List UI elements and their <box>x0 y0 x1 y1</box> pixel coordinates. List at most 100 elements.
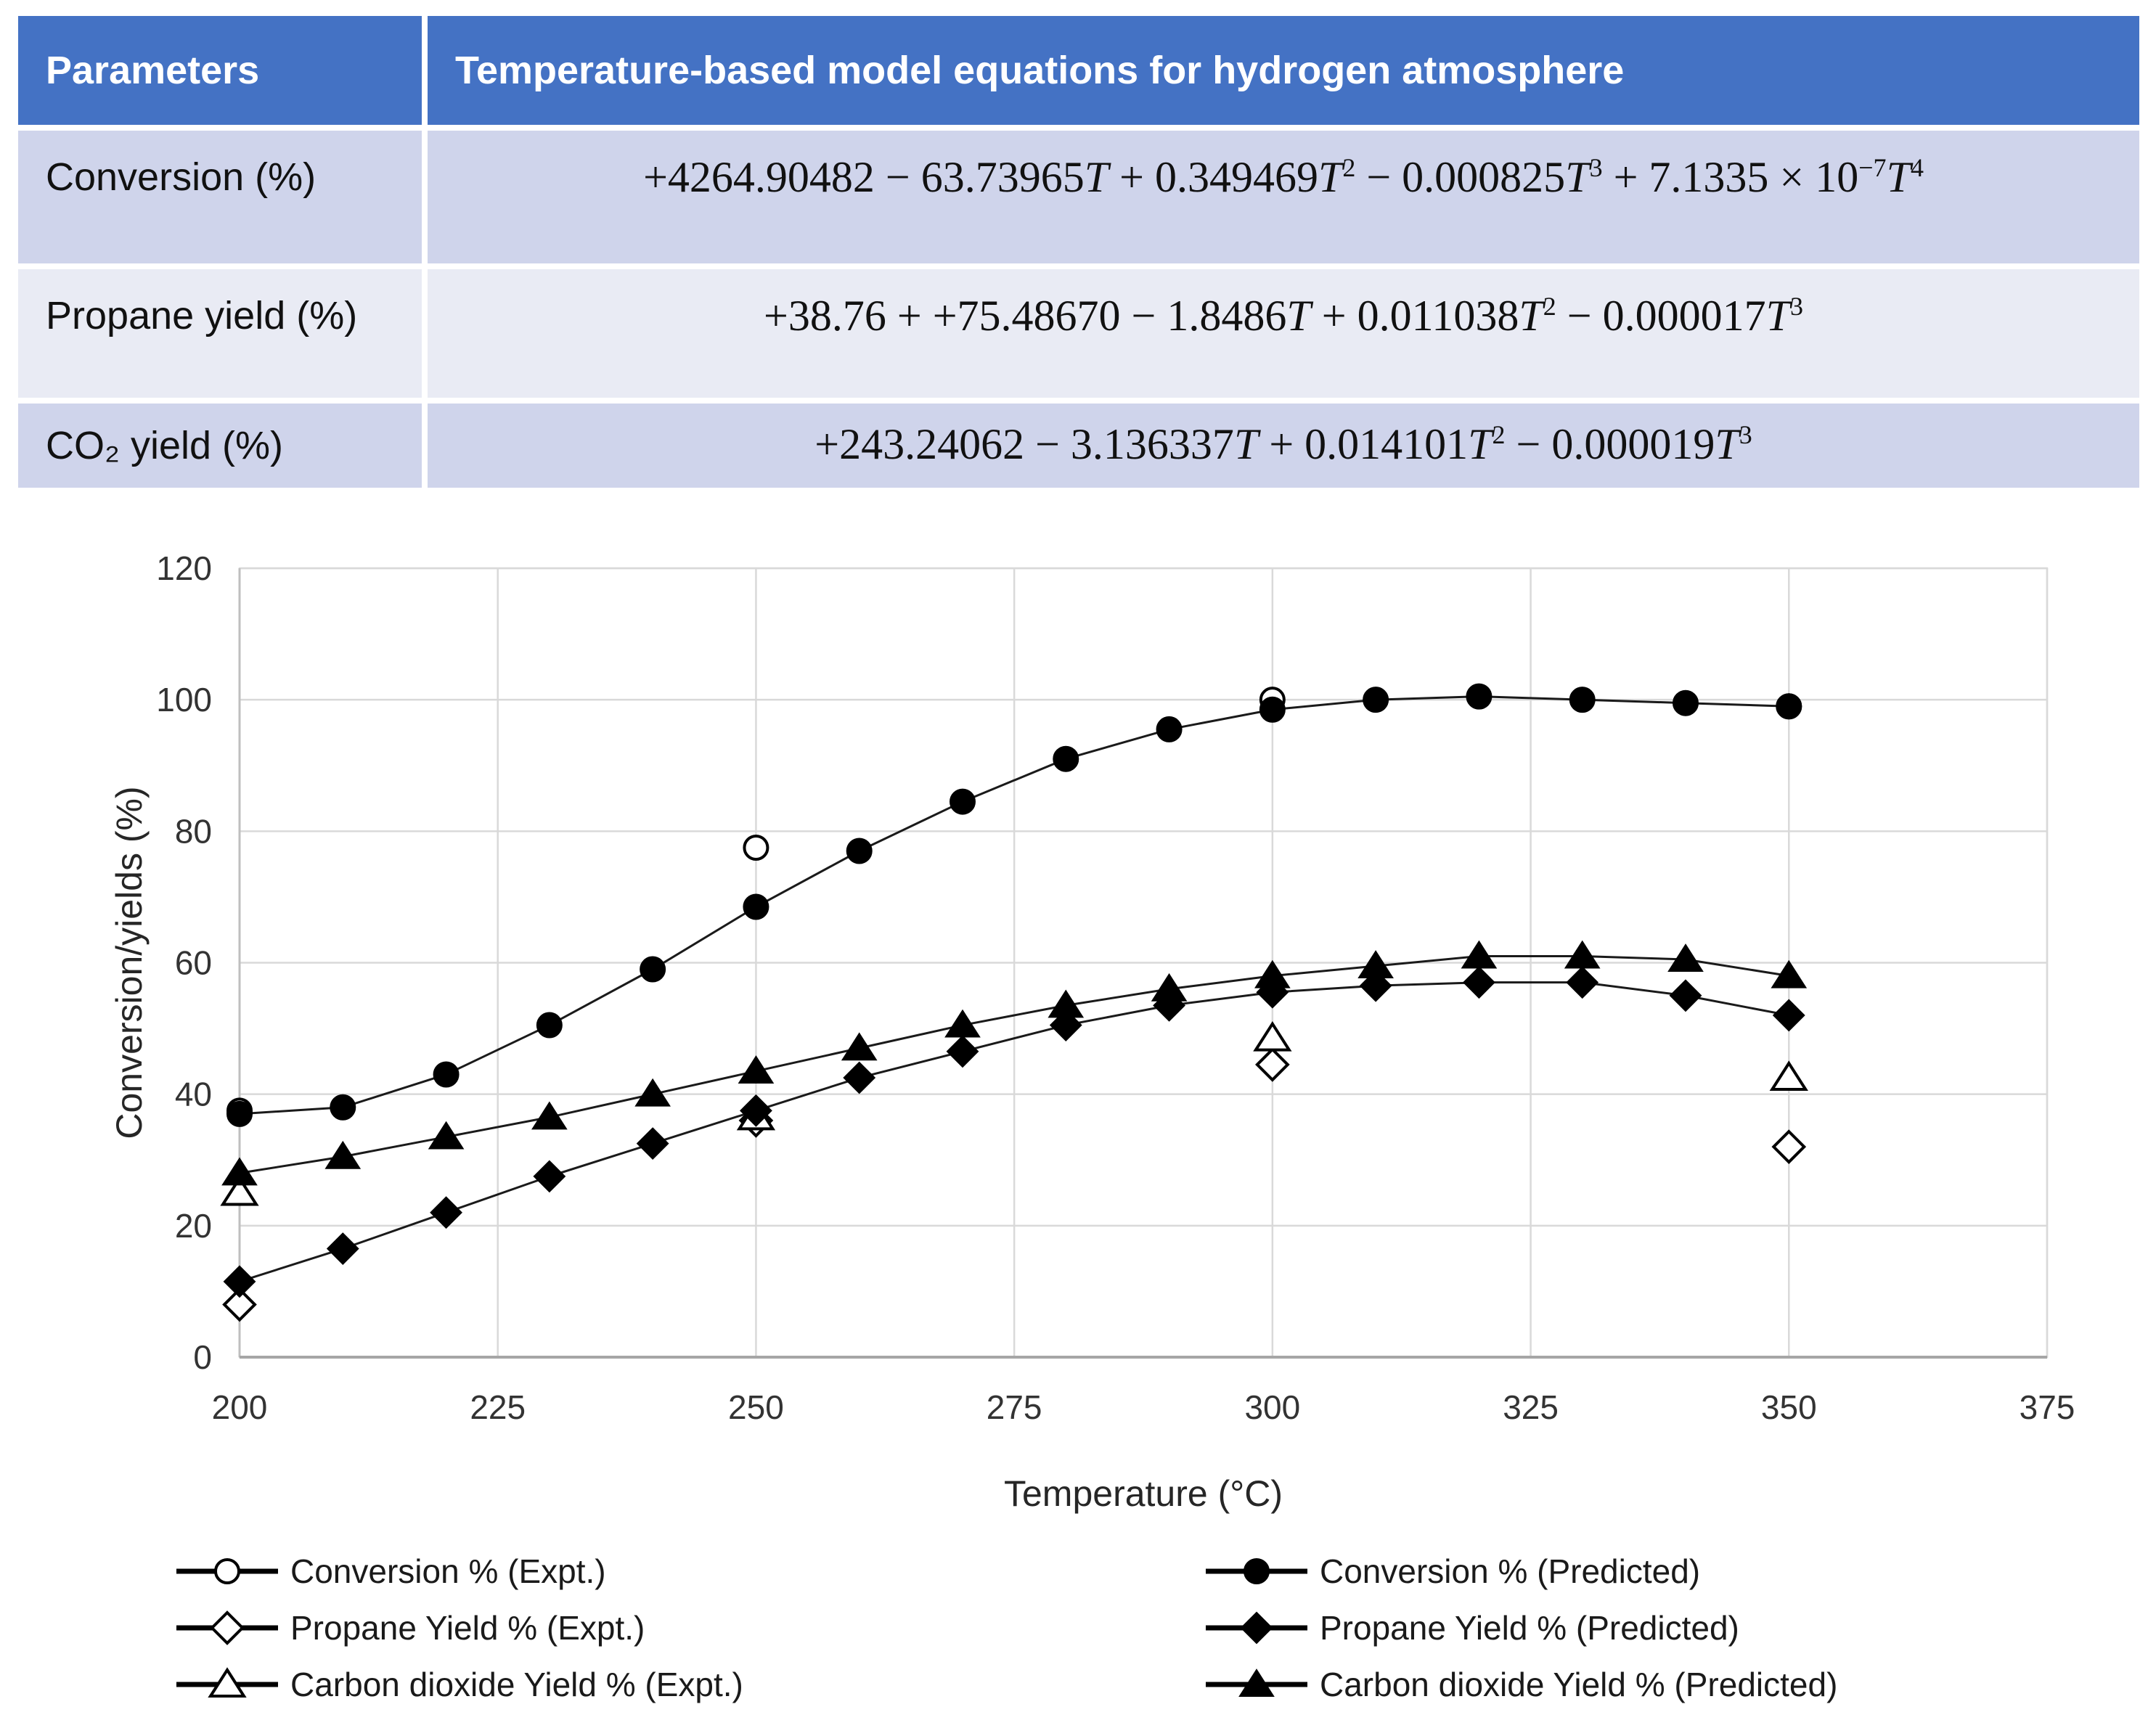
marker-solid-diamond <box>1669 979 1702 1012</box>
x-tick-label: 300 <box>1244 1388 1300 1426</box>
y-tick-label: 60 <box>175 944 212 982</box>
legend-item: Propane Yield % (Expt.) <box>173 1608 1202 1647</box>
marker-open-diamond <box>1255 1047 1290 1082</box>
chart-legend: Conversion % (Expt.) Propane Yield % (Exp… <box>173 1543 1837 1713</box>
marker-solid-circle <box>743 893 769 920</box>
marker-open-triangle <box>208 1667 247 1698</box>
legend-key-icon <box>1206 1611 1307 1645</box>
legend-label: Conversion % (Expt.) <box>290 1552 606 1590</box>
marker-open-triangle <box>220 1175 259 1206</box>
marker-open-triangle <box>1253 1020 1292 1052</box>
legend-label: Carbon dioxide Yield % (Predicted) <box>1320 1666 1838 1703</box>
table-header-equations-label: Temperature-based model equations for hy… <box>455 49 1625 92</box>
marker-solid-triangle <box>1238 1669 1275 1697</box>
marker-solid-triangle <box>428 1121 465 1150</box>
marker-solid-diamond <box>533 1160 566 1193</box>
marker-solid-circle <box>1363 687 1389 713</box>
marker-solid-circle <box>640 956 666 983</box>
param-label-propane-yield: Propane yield (%) <box>18 269 422 398</box>
y-tick-label: 40 <box>175 1076 212 1113</box>
marker-open-circle <box>214 1558 240 1584</box>
legend-item: Propane Yield % (Predicted) <box>1202 1608 1837 1647</box>
legend-key-icon <box>176 1667 278 1698</box>
y-tick-label: 80 <box>175 812 212 850</box>
marker-solid-triangle <box>634 1078 671 1107</box>
marker-solid-circle <box>433 1061 460 1088</box>
marker-solid-triangle <box>738 1055 775 1084</box>
equation-co2-yield: +243.24062 − 3.136337T + 0.014101T2 − 0.… <box>428 404 2139 488</box>
param-label-conversion: Conversion (%) <box>18 131 422 263</box>
legend-label: Propane Yield % (Predicted) <box>1320 1609 1739 1647</box>
marker-solid-circle <box>846 838 873 864</box>
legend-item: Carbon dioxide Yield % (Expt.) <box>173 1665 1202 1704</box>
marker-solid-circle <box>1053 745 1079 772</box>
legend-label: Propane Yield % (Expt.) <box>290 1609 645 1647</box>
marker-open-diamond <box>222 1287 257 1322</box>
legend-item: Conversion % (Predicted) <box>1202 1552 1837 1591</box>
marker-solid-circle <box>536 1012 563 1039</box>
equation-propane-yield: +38.76 + +75.48670 − 1.8486T + 0.011038T… <box>428 269 2139 398</box>
marker-solid-triangle <box>324 1140 362 1169</box>
marker-solid-circle <box>330 1094 356 1121</box>
y-tick-label: 100 <box>156 681 212 718</box>
series-line <box>239 695 1789 1115</box>
series-line <box>239 981 1789 1283</box>
legend-item: Conversion % (Expt.) <box>173 1552 1202 1591</box>
x-tick-label: 200 <box>212 1388 268 1426</box>
marker-solid-triangle <box>1771 959 1808 988</box>
y-tick-label: 120 <box>156 549 212 587</box>
x-tick-label: 325 <box>1503 1388 1559 1426</box>
param-label-co2-yield: CO₂ yield (%) <box>18 404 422 488</box>
marker-solid-diamond <box>1772 999 1805 1032</box>
legend-label: Conversion % (Predicted) <box>1320 1552 1701 1590</box>
marker-solid-triangle <box>1564 940 1601 969</box>
x-tick-label: 375 <box>2020 1388 2075 1426</box>
legend-item: Carbon dioxide Yield % (Predicted) <box>1202 1665 1837 1704</box>
marker-solid-diamond <box>430 1196 462 1229</box>
marker-solid-triangle <box>1667 943 1704 972</box>
legend-key-icon <box>176 1558 278 1584</box>
marker-open-diamond <box>1771 1129 1807 1164</box>
marker-solid-triangle <box>1151 973 1188 1002</box>
legend-key-icon <box>1206 1669 1307 1697</box>
marker-solid-diamond <box>1566 966 1599 999</box>
equation-conversion: +4264.90482 − 63.73965T + 0.349469T2 − 0… <box>428 131 2139 263</box>
marker-open-triangle <box>1769 1060 1808 1092</box>
x-tick-label: 350 <box>1761 1388 1817 1426</box>
marker-solid-circle <box>950 788 976 815</box>
x-axis-title: Temperature (°C) <box>1004 1473 1283 1514</box>
marker-solid-circle <box>1466 683 1493 710</box>
marker-solid-diamond <box>843 1061 876 1094</box>
legend-key-icon <box>176 1610 278 1645</box>
marker-solid-diamond <box>326 1232 359 1265</box>
marker-solid-triangle <box>841 1032 878 1061</box>
marker-solid-triangle <box>1357 950 1394 979</box>
marker-solid-circle <box>1156 716 1183 742</box>
marker-open-circle <box>743 834 769 861</box>
marker-solid-triangle <box>1254 959 1291 988</box>
marker-solid-diamond <box>1240 1611 1273 1645</box>
y-axis-title: Conversion/yields (%) <box>109 786 150 1139</box>
chart-plot-area: 0 20 40 60 80 100 120 200 225 250 275 300 325 350 375 T… <box>109 549 2075 1514</box>
legend-label: Carbon dioxide Yield % (Expt.) <box>290 1666 743 1703</box>
marker-solid-circle <box>1259 696 1286 723</box>
marker-solid-diamond <box>740 1094 772 1127</box>
marker-solid-circle <box>1244 1558 1270 1584</box>
marker-solid-triangle <box>1048 989 1085 1018</box>
marker-solid-triangle <box>1461 940 1498 969</box>
table-header-parameters-label: Parameters <box>46 49 260 92</box>
legend-key-icon <box>1206 1558 1307 1584</box>
marker-solid-circle <box>226 1100 253 1127</box>
marker-solid-circle <box>1673 689 1699 716</box>
marker-solid-triangle <box>221 1157 258 1186</box>
y-tick-label: 0 <box>193 1338 212 1376</box>
marker-solid-diamond <box>223 1265 256 1298</box>
series-line <box>239 954 1789 1174</box>
marker-solid-diamond <box>1463 966 1495 999</box>
marker-solid-triangle <box>944 1009 981 1038</box>
table-header-equations: Temperature-based model equations for hy… <box>428 16 2139 125</box>
marker-solid-circle <box>1776 693 1802 720</box>
marker-solid-triangle <box>531 1101 568 1130</box>
x-tick-label: 250 <box>728 1388 784 1426</box>
